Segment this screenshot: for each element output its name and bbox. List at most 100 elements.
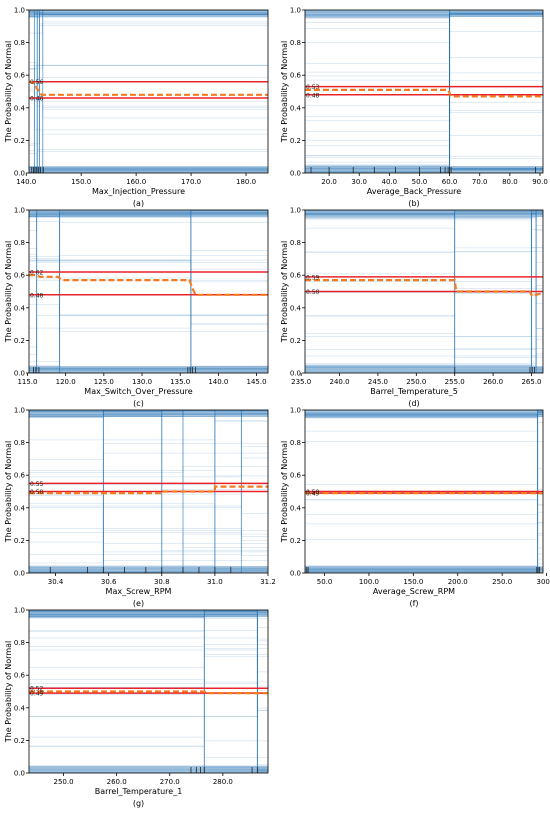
x-tick-label: 140.0 xyxy=(208,378,228,386)
ice-line xyxy=(29,222,268,372)
ice-line xyxy=(29,249,268,261)
ice-line xyxy=(29,614,268,667)
ice-line xyxy=(29,529,268,541)
ice-line xyxy=(305,28,543,110)
band-upper-label: 0.53 xyxy=(306,84,320,91)
y-tick-label: 0.2 xyxy=(14,737,25,745)
ice-line xyxy=(29,108,268,172)
ice-line xyxy=(305,15,543,170)
ice-line xyxy=(29,14,268,150)
band-lower-label: 0.48 xyxy=(30,292,44,299)
ice-line xyxy=(29,212,268,367)
ice-line xyxy=(305,22,543,170)
ice-line xyxy=(305,210,543,365)
ice-line xyxy=(29,504,268,571)
ice-line xyxy=(29,347,268,369)
ice-line xyxy=(305,286,543,368)
y-tick-label: 0.0 xyxy=(14,770,25,778)
y-tick-label: 0.6 xyxy=(14,472,26,480)
ice-line xyxy=(29,694,268,757)
ice-line xyxy=(305,411,543,565)
ice-line xyxy=(305,113,543,173)
ice-line xyxy=(305,215,543,366)
x-tick-label: 50.0 xyxy=(412,178,428,186)
ice-line xyxy=(305,218,543,328)
x-axis-label: Max_Injection_Pressure xyxy=(92,187,185,196)
band-lower-label: 0.49 xyxy=(30,691,44,698)
ice-line xyxy=(29,684,268,687)
x-tick-label: 180.0 xyxy=(236,178,256,186)
ice-dense xyxy=(29,211,268,372)
panel-label: (c) xyxy=(133,399,144,408)
ice-line xyxy=(305,512,543,514)
y-tick-label: 0.6 xyxy=(290,72,302,80)
ice-line xyxy=(305,13,543,121)
ice-line xyxy=(29,612,268,710)
axes-frame xyxy=(29,10,268,173)
ice-line xyxy=(29,411,268,567)
ice-line xyxy=(29,615,268,746)
ice-line xyxy=(29,213,268,254)
ice-line xyxy=(305,228,543,248)
ice-line xyxy=(305,14,543,156)
ice-line xyxy=(305,339,543,365)
x-tick-label: 280.0 xyxy=(213,778,233,786)
ice-lines xyxy=(29,210,268,373)
band-upper-label: 0.56 xyxy=(30,79,44,86)
band-lower-label: 0.50 xyxy=(306,289,320,296)
ice-line xyxy=(29,644,268,770)
x-axis-label: Barrel_Temperature_1 xyxy=(95,787,183,796)
ice-line xyxy=(29,217,268,325)
ice-line xyxy=(305,230,543,293)
x-tick-label: 60.0 xyxy=(442,178,458,186)
ice-line xyxy=(29,260,268,324)
ice-line xyxy=(305,491,543,533)
ice-line xyxy=(29,22,268,33)
ice-line xyxy=(305,417,543,554)
ice-line xyxy=(29,215,268,278)
y-tick-label: 0.8 xyxy=(14,639,25,647)
panel-label: (e) xyxy=(133,599,144,608)
ice-line xyxy=(305,87,543,166)
panel-label: (f) xyxy=(409,599,418,608)
y-tick-label: 0.2 xyxy=(290,337,301,345)
ice-dense xyxy=(29,11,268,173)
ice-line xyxy=(305,213,543,303)
x-tick-label: 80.0 xyxy=(502,178,518,186)
ice-line xyxy=(29,617,268,682)
ice-line xyxy=(29,466,268,472)
x-tick-label: 260.0 xyxy=(107,778,127,786)
x-tick-label: 31.0 xyxy=(207,578,223,586)
ice-line xyxy=(29,216,268,315)
axes-frame xyxy=(29,210,268,373)
y-axis-label: The Probability of Normal xyxy=(280,441,289,543)
ice-line xyxy=(305,14,543,106)
ice-transitions xyxy=(204,610,257,773)
x-tick-label: 90.0 xyxy=(532,178,548,186)
ice-line xyxy=(29,210,268,369)
ice-line xyxy=(305,410,543,570)
y-tick-label: 0.4 xyxy=(290,104,302,112)
y-tick-label: 1.0 xyxy=(14,407,25,415)
ice-line xyxy=(29,12,268,130)
ice-line xyxy=(29,213,268,258)
ice-line xyxy=(305,13,543,156)
ice-dense xyxy=(305,11,543,173)
y-tick-label: 0.4 xyxy=(290,504,302,512)
ice-line xyxy=(29,415,268,440)
band-lower-label: 0.48 xyxy=(306,92,320,99)
x-tick-label: 145.0 xyxy=(247,378,267,386)
ice-line xyxy=(29,17,268,167)
ice-line xyxy=(305,211,543,356)
x-tick-label: 150.0 xyxy=(71,178,91,186)
y-tick-label: 0.0 xyxy=(290,370,301,378)
y-tick-label: 0.8 xyxy=(14,39,25,47)
y-tick-label: 0.0 xyxy=(14,170,25,178)
ice-line xyxy=(29,507,268,513)
ice-line xyxy=(305,58,543,73)
ice-line xyxy=(29,15,268,69)
panel-label: (d) xyxy=(408,399,419,408)
